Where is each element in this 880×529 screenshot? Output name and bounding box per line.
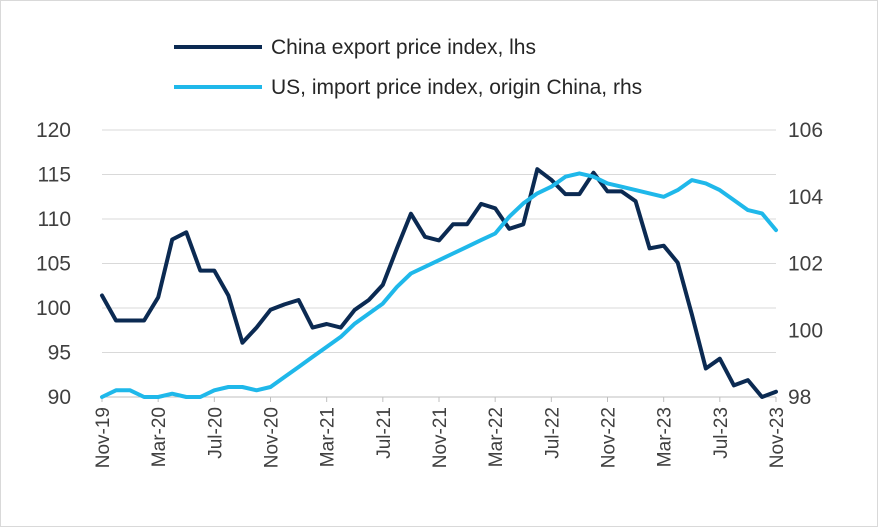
y-right-tick-label: 106 [788,119,823,142]
x-tick-label: Mar-21 [318,407,339,467]
series-lines [100,167,778,399]
y-right-tick-label: 104 [788,186,823,209]
series-line-2 [100,171,778,399]
x-tick-label: Nov-20 [262,407,283,468]
legend-label-1: China export price index, lhs [271,36,536,59]
y-right-tick-label: 100 [788,319,823,342]
y-left-tick-label: 120 [36,119,71,142]
x-tick-label: Nov-21 [430,407,451,468]
x-tick-label: Mar-20 [149,407,170,467]
y-axis-right: 98 100 102 104 106 [788,119,823,409]
x-tick-label: Mar-23 [655,407,676,467]
y-right-tick-label: 98 [788,386,811,409]
x-tick-label: Jul-20 [205,407,226,459]
x-tick-label: Jul-22 [542,407,563,459]
series-line-1 [100,167,778,399]
y-left-tick-label: 95 [48,342,71,365]
legend: China export price index, lhs US, import … [174,36,642,99]
gridlines [102,129,776,353]
x-tick-label: Nov-19 [93,407,114,468]
y-left-tick-label: 90 [48,386,71,409]
y-left-tick-label: 115 [38,164,71,187]
y-right-tick-label: 102 [788,253,823,276]
x-tick-label: Jul-21 [374,407,395,459]
x-tick-label: Jul-23 [711,407,732,459]
x-tick-label: Nov-23 [767,407,788,468]
legend-label-2: US, import price index, origin China, rh… [271,76,642,99]
x-tick-label: Mar-22 [486,407,507,467]
x-axis: Nov-19 Mar-20 Jul-20 Nov-20 Mar-21 Jul-21 Nov-… [93,396,788,468]
y-left-tick-label: 105 [36,253,71,276]
y-left-tick-label: 110 [38,208,71,231]
y-axis-left: 90 95 100 105 110 115 120 [36,119,71,409]
x-tick-label: Nov-22 [599,407,620,468]
y-left-tick-label: 100 [36,297,71,320]
